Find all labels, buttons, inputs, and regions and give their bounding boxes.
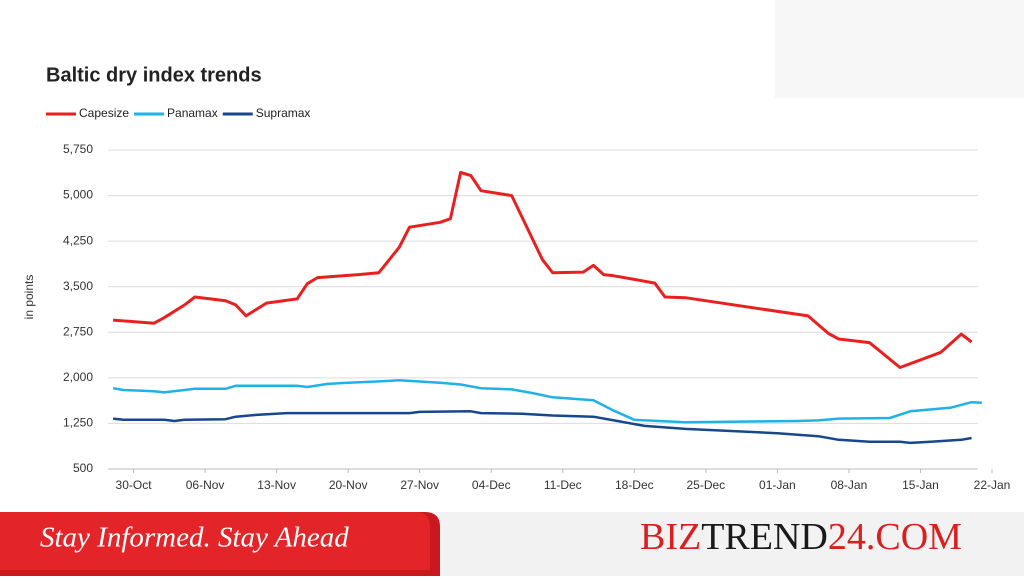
brand-part: TREND (701, 516, 828, 558)
line (112, 171, 973, 369)
y-tick-label: 3,500 (63, 279, 93, 293)
line (112, 379, 982, 424)
legend: Capesize Panamax Supramax (46, 106, 310, 120)
x-tick-label: 13-Nov (257, 478, 296, 492)
chart-title: Baltic dry index trends (46, 64, 262, 86)
y-tick-label: 5,750 (63, 142, 93, 156)
x-tick-label: 06-Nov (186, 478, 225, 492)
y-tick-label: 2,750 (63, 324, 93, 338)
x-tick-label: 15-Jan (902, 478, 939, 492)
y-tick-label: 500 (73, 461, 93, 475)
plot: 500 1,250 2,000 2,750 3,500 4,250 5,000 5,750 30… (63, 142, 1010, 492)
y-axis-label: in points (22, 275, 36, 320)
corner-panel (775, 0, 1024, 98)
x-tick-label: 08-Jan (831, 478, 868, 492)
legend-label: Panamax (167, 106, 218, 120)
legend-label: Capesize (79, 106, 129, 120)
y-tick-label: 4,250 (63, 233, 93, 247)
x-tick-label: 20-Nov (329, 478, 368, 492)
brand-part: BIZ (640, 516, 701, 558)
x-tick-label: 11-Dec (544, 478, 582, 492)
x-tick-label: 01-Jan (759, 478, 796, 492)
x-tick-label: 25-Dec (687, 478, 726, 492)
brand: BIZTREND24.COM (640, 516, 962, 558)
x-tick-label: 30-Oct (116, 478, 153, 492)
tagline-inner (0, 512, 430, 570)
y-tick-label: 1,250 (63, 416, 93, 430)
brand-part: 24.COM (828, 516, 962, 558)
line (112, 410, 972, 445)
tagline: Stay Informed. Stay Ahead (40, 522, 349, 554)
x-tick-label: 18-Dec (615, 478, 654, 492)
x-tick-label: 22-Jan (974, 478, 1011, 492)
x-tick-label: 04-Dec (472, 478, 511, 492)
x-tick-label: 27-Nov (400, 478, 439, 492)
y-tick-label: 5,000 (63, 188, 93, 202)
y-tick-label: 2,000 (63, 370, 93, 384)
legend-label: Supramax (256, 106, 311, 120)
